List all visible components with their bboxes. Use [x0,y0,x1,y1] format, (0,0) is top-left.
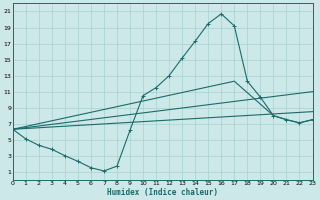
X-axis label: Humidex (Indice chaleur): Humidex (Indice chaleur) [107,188,218,197]
